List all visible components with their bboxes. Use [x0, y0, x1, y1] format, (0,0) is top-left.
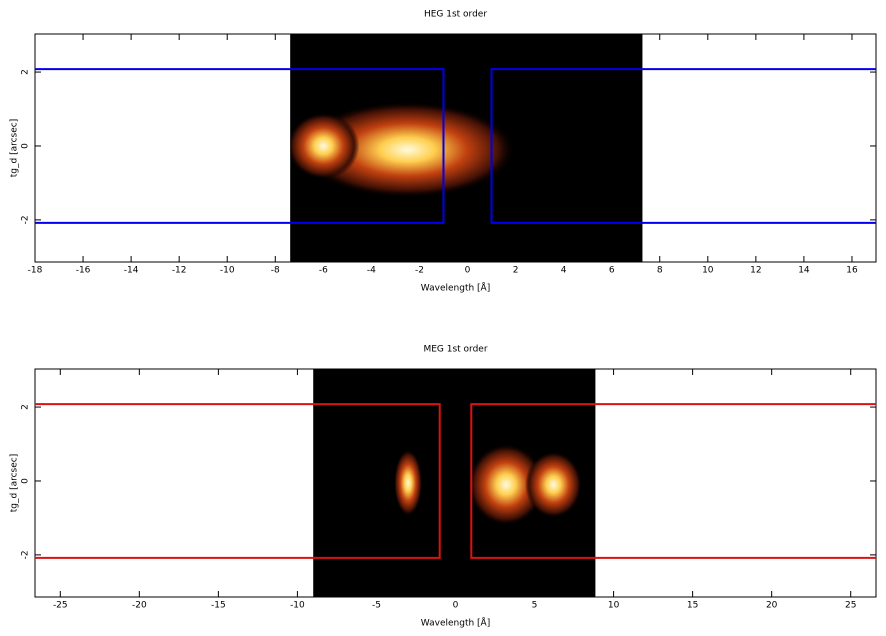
x-tick-label: -15 — [211, 601, 226, 611]
emission-blob — [468, 444, 545, 526]
x-tick-label: -2 — [415, 266, 424, 276]
emission-blob — [525, 451, 582, 518]
plot-frame — [34, 33, 877, 263]
y-axis-label: tg_d [arcsec] — [10, 454, 20, 512]
emission-blob — [299, 101, 516, 198]
x-tick-label: -16 — [76, 266, 91, 276]
y-tick-label: 0 — [21, 478, 31, 484]
x-tick-label: -20 — [132, 601, 147, 611]
chart-title: HEG 1st order — [424, 10, 487, 20]
image — [290, 101, 516, 198]
y-axis-label: tg_d [arcsec] — [10, 119, 20, 177]
x-tick-label: 0 — [453, 601, 459, 611]
x-axis-label: Wavelength [Å] — [421, 617, 490, 629]
x-tick-label: -4 — [367, 266, 376, 276]
y-tick-label: 2 — [21, 404, 31, 410]
x-tick-label: 6 — [609, 266, 615, 276]
x-tick-label: 25 — [845, 601, 856, 611]
x-tick-label: 0 — [465, 266, 471, 276]
x-tick-label: -10 — [220, 266, 235, 276]
x-tick-label: -25 — [53, 601, 68, 611]
extraction-region — [470, 403, 876, 559]
emission-blob — [290, 112, 360, 180]
x-tick-label: 8 — [657, 266, 663, 276]
x-tick-label: 14 — [798, 266, 810, 276]
x-tick-label: -6 — [319, 266, 328, 276]
x-tick-label: 4 — [561, 266, 567, 276]
x-tick-label: -10 — [290, 601, 305, 611]
x-tick-label: 15 — [687, 601, 698, 611]
x-tick-label: -18 — [28, 266, 43, 276]
x-tick-label: 12 — [750, 266, 761, 276]
x-tick-label: -14 — [124, 266, 139, 276]
x-tick-label: -5 — [372, 601, 381, 611]
extraction-region — [35, 403, 441, 559]
chart-title: MEG 1st order — [423, 345, 487, 355]
panel: -18 -16 -14 -12 -10 -8 -6 -4 -2 0 2 4 6 8 10 12 14 16 -2 0 2… — [10, 10, 877, 294]
emission-blob — [393, 449, 423, 517]
x-tick-label: 10 — [608, 601, 620, 611]
x-tick-label: 20 — [766, 601, 778, 611]
x-tick-label: -12 — [172, 266, 187, 276]
x-tick-label: 10 — [702, 266, 714, 276]
x-axis-label: Wavelength [Å] — [421, 282, 490, 294]
y-tick-label: -2 — [21, 550, 31, 559]
y-tick-label: 2 — [21, 69, 31, 75]
x-tick-label: 16 — [846, 266, 858, 276]
extraction-region — [35, 68, 445, 224]
y-tick-label: -2 — [21, 215, 31, 224]
x-tick-label: -8 — [271, 266, 280, 276]
extraction-region — [490, 68, 876, 224]
y-tick-label: 0 — [21, 143, 31, 149]
x-tick-label: 2 — [513, 266, 519, 276]
x-tick-label: 5 — [532, 601, 538, 611]
image — [393, 444, 582, 526]
